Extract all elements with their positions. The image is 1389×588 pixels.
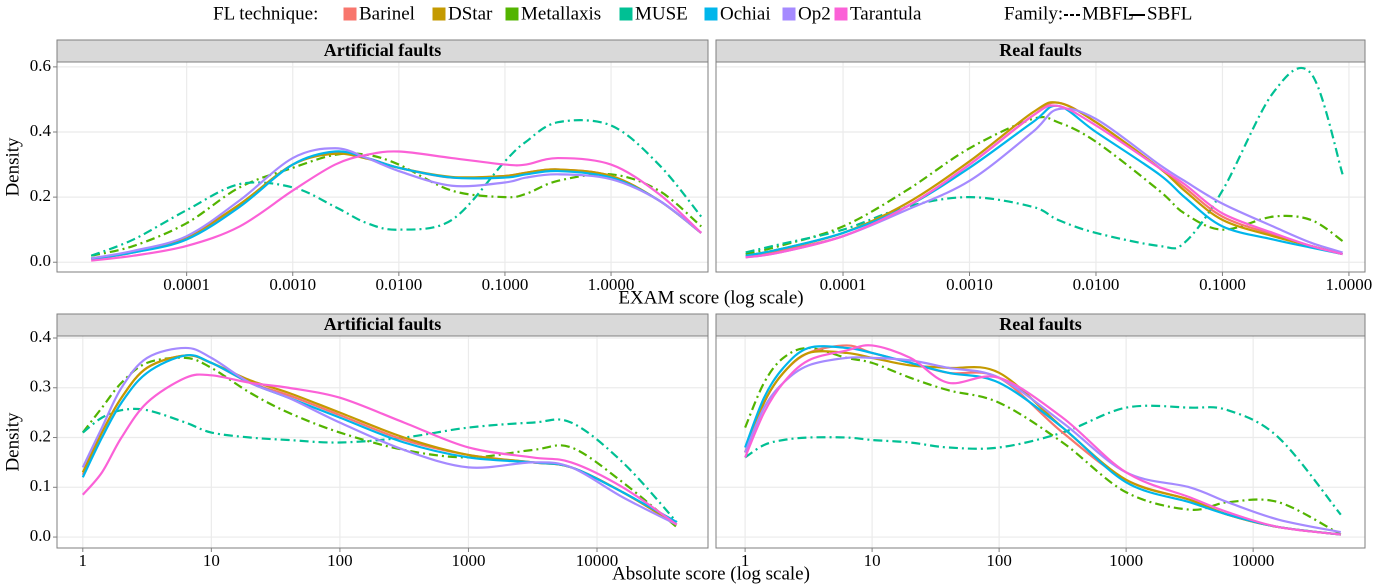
legend-label: Tarantula — [850, 3, 922, 24]
density-line — [744, 346, 1342, 536]
density-line — [744, 404, 1342, 516]
legend-label: DStar — [448, 3, 493, 24]
x-tick-label: 0.1000 — [482, 275, 529, 294]
legend-swatch — [431, 6, 447, 22]
density-line — [744, 344, 1341, 536]
legend-label: MBFL — [1082, 3, 1134, 24]
x-tick-label: 0.0001 — [820, 275, 867, 294]
x-tick-label: 1000 — [1109, 551, 1143, 570]
legend-title: FL technique: — [213, 3, 318, 24]
y-tick-label: 0.6 — [30, 56, 51, 75]
plot-frame — [56, 61, 709, 273]
y-tick-label: 0.1 — [30, 476, 51, 495]
legend-swatch — [618, 6, 634, 22]
density-line — [91, 150, 702, 261]
plot-area — [57, 62, 708, 272]
x-tick-label: 0.0100 — [375, 275, 422, 294]
density-line — [82, 407, 678, 523]
legend-label: Op2 — [798, 3, 831, 24]
density-line — [81, 346, 678, 526]
x-tick-label: 0.0010 — [946, 275, 993, 294]
x-tick-label: 0.1000 — [1199, 275, 1246, 294]
series-group — [90, 119, 703, 262]
y-tick-label: 0.2 — [30, 426, 51, 445]
x-axis-title: EXAM score (log scale) — [618, 287, 803, 308]
x-tick-label: 0.0010 — [269, 275, 316, 294]
series-group — [745, 66, 1344, 259]
y-tick-label: 0.4 — [30, 327, 52, 346]
x-tick-label: 1 — [79, 551, 88, 570]
strip-title: Real faults — [999, 314, 1082, 334]
y-tick-label: 0.0 — [30, 526, 51, 545]
x-tick-label: 10000 — [576, 551, 619, 570]
strip-title: Artificial faults — [324, 314, 441, 334]
legend-swatch — [342, 6, 358, 22]
series-group — [81, 346, 678, 528]
legend-label: Metallaxis — [521, 3, 601, 24]
plot-frame — [715, 61, 1366, 273]
x-tick-label: 1000 — [451, 551, 485, 570]
legend-swatch — [781, 6, 797, 22]
legend-label: Barinel — [359, 3, 415, 24]
density-line — [90, 147, 702, 260]
y-axis-title: Density — [2, 412, 23, 472]
legend-label: MUSE — [635, 3, 688, 24]
density-line — [81, 356, 678, 528]
y-tick-label: 0.0 — [30, 251, 51, 270]
density-line — [745, 104, 1343, 257]
y-tick-label: 0.3 — [30, 377, 51, 396]
density-line — [81, 373, 678, 526]
legend-swatch — [833, 6, 849, 22]
legend-swatch — [504, 6, 520, 22]
density-line — [745, 66, 1344, 254]
density-line — [744, 356, 1342, 534]
legend-label: SBFL — [1147, 3, 1192, 24]
legend-label: Ochiai — [720, 3, 771, 24]
legend-title: Family: — [1004, 3, 1063, 24]
plot-frame — [56, 335, 709, 549]
density-line — [91, 150, 702, 262]
y-axis-title: Density — [2, 137, 23, 197]
strip-title: Real faults — [999, 40, 1082, 60]
x-tick-label: 0.0001 — [163, 275, 210, 294]
x-tick-label: 10000 — [1232, 551, 1275, 570]
x-tick-label: 0.0100 — [1073, 275, 1120, 294]
y-tick-label: 0.4 — [30, 121, 52, 140]
density-line — [744, 345, 1341, 536]
x-axis-title: Absolute score (log scale) — [612, 563, 810, 584]
x-tick-label: 1.0000 — [1326, 275, 1373, 294]
legend-swatch — [703, 6, 719, 22]
y-tick-label: 0.2 — [30, 186, 51, 205]
density-line — [90, 119, 703, 257]
x-tick-label: 100 — [986, 551, 1012, 570]
x-tick-label: 10 — [864, 551, 881, 570]
x-tick-label: 1 — [741, 551, 750, 570]
plot-frame — [715, 335, 1366, 549]
series-group — [744, 344, 1342, 536]
x-tick-label: 100 — [327, 551, 353, 570]
strip-title: Artificial faults — [324, 40, 441, 60]
x-tick-label: 1.0000 — [588, 275, 635, 294]
density-line — [745, 104, 1343, 259]
x-tick-label: 10 — [203, 551, 220, 570]
